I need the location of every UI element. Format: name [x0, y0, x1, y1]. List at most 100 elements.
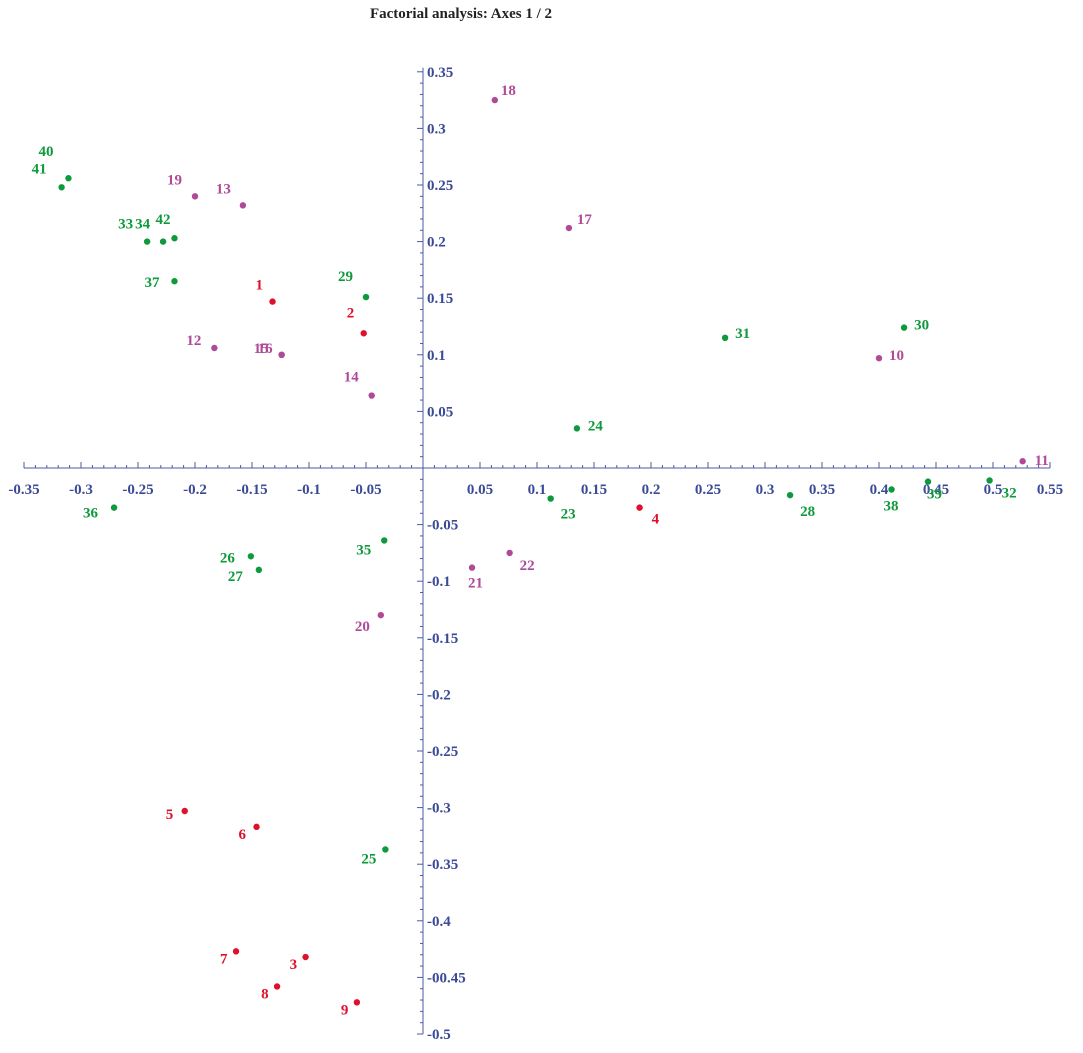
- data-point-2: [360, 330, 367, 337]
- data-point-19: [191, 193, 199, 200]
- data-point-label-6: 6: [239, 827, 247, 843]
- data-point-4: [636, 504, 643, 511]
- data-point-39: [924, 478, 932, 485]
- y-tick-label: -0.5: [427, 1027, 451, 1043]
- data-point-30: [900, 324, 908, 331]
- chart-title: Factorial analysis: Axes 1 / 2: [369, 6, 553, 22]
- data-point-25: [382, 846, 389, 853]
- data-point-label-29: 29: [338, 269, 353, 285]
- data-point-38: [888, 486, 895, 493]
- data-point-28: [786, 491, 794, 499]
- data-point-label-14: 14: [344, 370, 360, 386]
- data-point-label-24: 24: [588, 418, 604, 434]
- data-point-1: [269, 298, 276, 305]
- data-point-label-16: 16: [258, 341, 274, 357]
- y-tick-label: 0.1: [427, 348, 446, 364]
- data-point-label-37: 37: [144, 275, 160, 291]
- x-tick-label: -0.05: [350, 482, 381, 498]
- data-point-24: [573, 425, 581, 432]
- x-tick-label: 0.25: [695, 482, 721, 498]
- data-point-label-26: 26: [220, 550, 236, 566]
- x-tick-label: 0.4: [870, 482, 889, 498]
- y-tick-label: 0.25: [427, 178, 453, 194]
- x-tick-label: -0.25: [122, 482, 153, 498]
- y-tick-label: -0.4: [427, 914, 451, 930]
- data-point-13: [239, 202, 247, 209]
- data-point-20: [377, 611, 385, 619]
- data-point-labels: 1234567891011121314151617181920212223242…: [32, 83, 1049, 1018]
- data-point-label-33: 33: [118, 217, 133, 233]
- data-point-16: [278, 351, 285, 358]
- data-point-label-30: 30: [914, 318, 929, 334]
- data-point-label-2: 2: [347, 305, 355, 321]
- data-point-9: [353, 999, 361, 1006]
- data-point-18: [491, 96, 499, 104]
- data-point-34: [159, 238, 167, 245]
- y-tick-label: 0.35: [427, 65, 453, 81]
- data-point-5: [181, 807, 188, 815]
- axis-ticks: [23, 71, 1051, 1035]
- x-tick-label: 0.55: [1037, 482, 1063, 498]
- data-point-label-11: 11: [1035, 453, 1049, 469]
- data-point-23: [547, 495, 554, 502]
- y-tick-label: -0.35: [427, 857, 458, 873]
- y-tick-label: 0.2: [427, 235, 446, 251]
- y-tick-label: 0.05: [427, 404, 453, 420]
- axes: [24, 67, 1050, 1034]
- y-tick-label: -0.25: [427, 744, 458, 760]
- x-tick-label: -0.1: [297, 482, 321, 498]
- data-point-label-42: 42: [155, 212, 170, 228]
- y-tick-label: -0.15: [427, 631, 458, 647]
- data-point-31: [721, 334, 729, 342]
- data-point-21: [468, 564, 476, 571]
- axis-tick-labels: -0.35 -0.3 -0.25 -0.2 -0.15 -0.1 -0.05 0.05 0.1 0…: [8, 65, 1063, 1043]
- data-point-label-41: 41: [32, 161, 47, 177]
- data-point-label-34: 34: [135, 217, 151, 233]
- data-point-label-40: 40: [38, 144, 53, 160]
- data-point-label-21: 21: [468, 576, 483, 592]
- data-point-42: [171, 235, 178, 242]
- data-point-33: [143, 238, 151, 245]
- data-point-6: [253, 823, 260, 831]
- x-tick-label: -0.35: [8, 482, 39, 498]
- data-point-10: [875, 354, 883, 362]
- x-tick-label: 0.05: [467, 482, 493, 498]
- data-point-label-5: 5: [166, 807, 174, 823]
- data-point-14: [368, 392, 375, 399]
- x-tick-label: -0.2: [183, 482, 207, 498]
- data-point-label-25: 25: [361, 851, 376, 867]
- data-point-26: [247, 553, 255, 560]
- x-tick-label: 0.5: [984, 482, 1003, 498]
- data-point-11: [1019, 458, 1026, 465]
- data-point-label-7: 7: [220, 951, 228, 967]
- y-tick-label: 0.15: [427, 291, 453, 307]
- y-tick-label: -0.1: [427, 574, 451, 590]
- data-point-22: [506, 549, 513, 557]
- data-point-label-19: 19: [167, 172, 182, 188]
- data-point-29: [362, 293, 370, 301]
- x-tick-label: 0.1: [528, 482, 547, 498]
- data-point-3: [302, 953, 309, 961]
- data-point-label-3: 3: [290, 957, 298, 973]
- data-point-41: [58, 184, 65, 191]
- x-tick-label: 0.3: [756, 482, 775, 498]
- data-point-label-1: 1: [256, 278, 264, 294]
- data-point-17: [565, 224, 573, 232]
- x-tick-label: 0.15: [581, 482, 607, 498]
- data-point-36: [110, 504, 118, 511]
- data-point-label-9: 9: [341, 1002, 349, 1018]
- data-point-label-4: 4: [652, 512, 660, 528]
- data-point-label-8: 8: [261, 986, 269, 1002]
- data-point-label-10: 10: [889, 348, 904, 364]
- y-tick-label: -0.2: [427, 687, 451, 703]
- data-point-label-13: 13: [216, 181, 231, 197]
- x-tick-label: -0.3: [69, 482, 93, 498]
- y-tick-label: -00.45: [427, 970, 466, 986]
- data-point-label-18: 18: [501, 83, 516, 99]
- y-tick-label: -0.3: [427, 801, 451, 817]
- data-point-8: [273, 983, 281, 990]
- data-point-label-15: 15: [254, 341, 269, 357]
- y-tick-label: 0.3: [427, 121, 446, 137]
- data-point-label-27: 27: [228, 569, 244, 585]
